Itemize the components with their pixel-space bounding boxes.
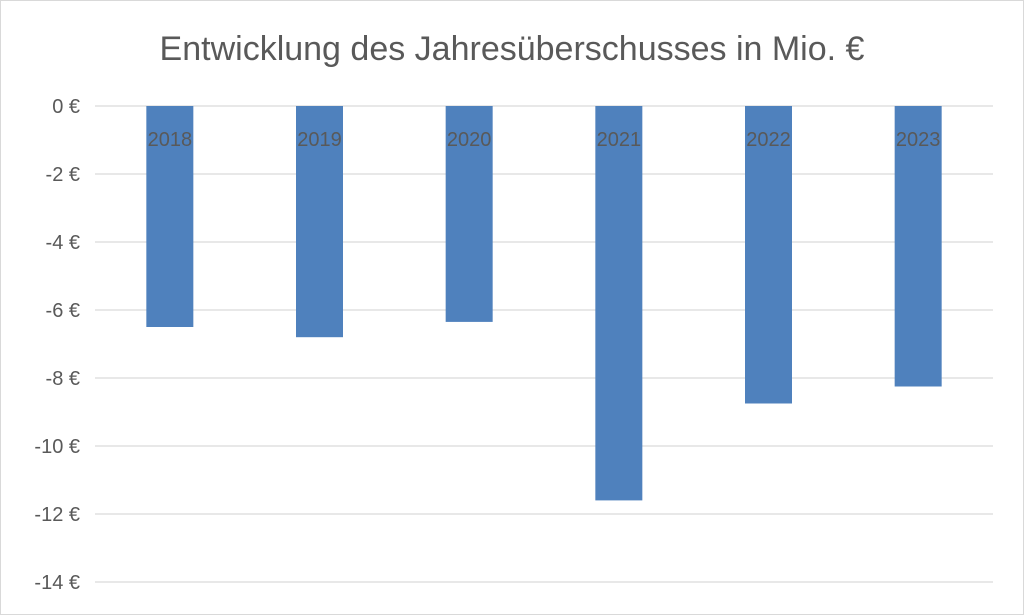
category-label-2018: 2018 bbox=[148, 129, 193, 151]
y-tick-label: 0 € bbox=[52, 96, 80, 118]
bar-2019 bbox=[296, 106, 343, 338]
y-tick-label: -4 € bbox=[46, 232, 80, 254]
bar-2021 bbox=[595, 106, 643, 501]
y-tick-label: -12 € bbox=[34, 504, 80, 526]
category-label-2022: 2022 bbox=[746, 129, 791, 151]
y-tick-label: -14 € bbox=[34, 572, 80, 594]
category-label-2021: 2021 bbox=[597, 129, 642, 151]
y-tick-label: -6 € bbox=[46, 300, 80, 322]
bar-2018 bbox=[146, 106, 194, 327]
chart-title: Entwicklung des Jahresüberschusses in Mi… bbox=[160, 30, 865, 68]
bar-2022 bbox=[745, 106, 792, 404]
category-label-2023: 2023 bbox=[896, 129, 941, 151]
category-labels: 2018 2019 2020 2021 2022 2023 bbox=[148, 129, 941, 151]
bar-2023 bbox=[894, 106, 942, 387]
y-tick-label: -10 € bbox=[34, 436, 80, 458]
bars bbox=[146, 106, 942, 501]
category-label-2020: 2020 bbox=[447, 129, 492, 151]
category-label-2019: 2019 bbox=[297, 129, 342, 151]
y-tick-label: -2 € bbox=[46, 164, 80, 186]
y-axis-tick-labels: 0 € -2 € -4 € -6 € -8 € -10 € -12 € -14 € bbox=[34, 96, 80, 594]
y-tick-label: -8 € bbox=[46, 368, 80, 390]
gridlines bbox=[95, 105, 993, 583]
bar-2020 bbox=[445, 106, 493, 322]
